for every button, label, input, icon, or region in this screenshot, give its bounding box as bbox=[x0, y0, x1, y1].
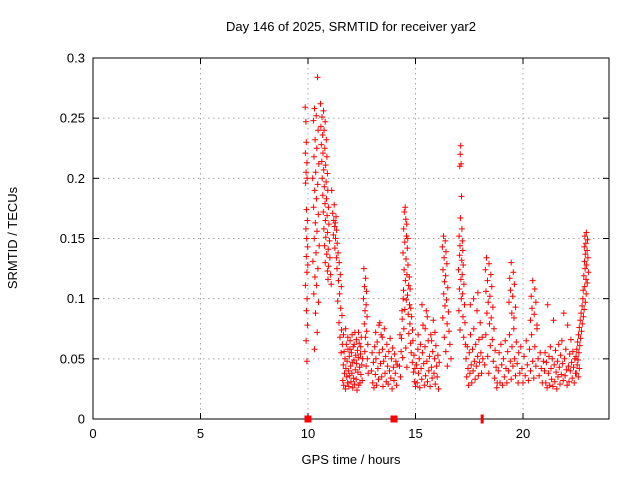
x-tick-label: 0 bbox=[89, 426, 96, 441]
data-points bbox=[302, 74, 592, 394]
x-tick-label: 15 bbox=[408, 426, 422, 441]
axis-markers bbox=[304, 414, 484, 424]
y-tick-label: 0.25 bbox=[60, 111, 85, 126]
x-tick-label: 5 bbox=[197, 426, 204, 441]
y-tick-label: 0.2 bbox=[67, 171, 85, 186]
x-axis-label: GPS time / hours bbox=[302, 452, 401, 467]
y-tick-label: 0 bbox=[78, 412, 85, 427]
y-axis-label: SRMTID / TECUs bbox=[5, 186, 20, 289]
y-tick-label: 0.15 bbox=[60, 231, 85, 246]
x-tick-label: 10 bbox=[301, 426, 315, 441]
x-tick-label: 20 bbox=[516, 426, 530, 441]
y-tick-label: 0.1 bbox=[67, 291, 85, 306]
axis-ticks bbox=[92, 57, 609, 420]
y-tick-label: 0.3 bbox=[67, 51, 85, 66]
gridlines bbox=[93, 58, 609, 419]
chart-title: Day 146 of 2025, SRMTID for receiver yar… bbox=[226, 19, 476, 34]
tick-labels: 0 5 10 15 20 0 0.05 0.1 0.15 0.2 0.25 0.3 bbox=[60, 51, 531, 442]
y-tick-label: 0.05 bbox=[60, 351, 85, 366]
